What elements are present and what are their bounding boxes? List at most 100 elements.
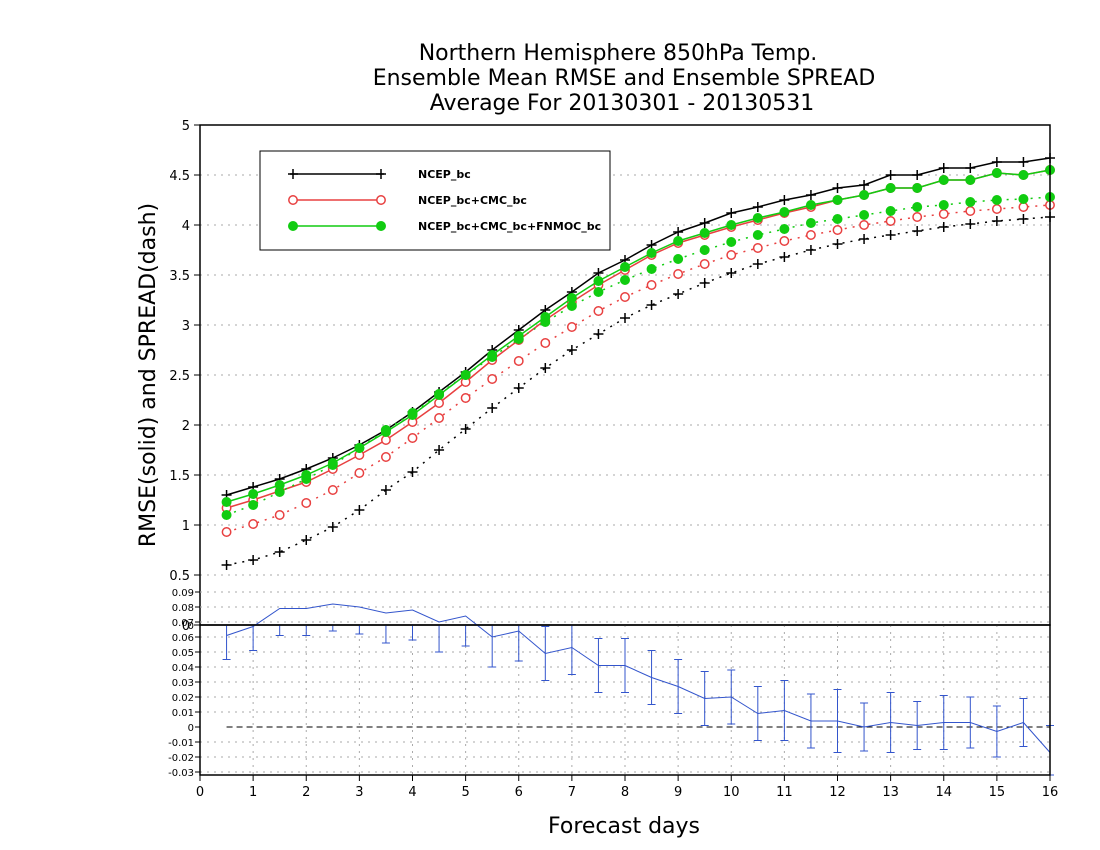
series-0-rmse-point-26 [912, 170, 923, 180]
x-tick-label-14: 14 [935, 785, 952, 800]
series-2-rmse-point-25 [885, 183, 896, 193]
series-2-spread-point-30 [1018, 194, 1029, 204]
y-tick-label-5: 2.5 [169, 369, 190, 384]
x-tick-label-1: 1 [249, 785, 257, 800]
series-0-rmse-point-30 [1018, 157, 1029, 167]
series-1-spread-point-27 [938, 209, 949, 219]
diff-errorbar-23 [833, 689, 842, 753]
series-2-rmse-point-28 [965, 175, 976, 185]
y-tick-label-6: 3 [182, 319, 190, 334]
series-2-spread-point-17 [673, 254, 684, 264]
legend-marker-right-1 [376, 195, 386, 205]
series-0-spread-point-29 [991, 216, 1002, 226]
diff-errorbar-11 [514, 624, 523, 662]
series-2-rmse-point-29 [991, 168, 1002, 178]
series-0-rmse-point-17 [673, 227, 684, 237]
series-1-spread-point-20 [752, 243, 763, 253]
series-1-spread-point-22 [805, 230, 816, 240]
series-2-rmse-point-7 [407, 410, 418, 420]
diff-errorbar-16 [647, 650, 656, 705]
series-2-rmse-point-13 [566, 293, 577, 303]
diff-errorbar-18 [700, 671, 709, 726]
series-1-spread-point-16 [646, 280, 657, 290]
series-2-rmse-point-20 [752, 213, 763, 223]
series-0-spread-point-3 [301, 535, 312, 545]
series-1-rmse-point-6 [380, 435, 391, 445]
series-2-rmse-point-11 [513, 331, 524, 341]
series-1-spread-point-12 [540, 338, 551, 348]
x-tick-label-2: 2 [302, 785, 310, 800]
series-1-spread-point-23 [832, 225, 843, 235]
difference-y-ticks: 0.09 0.08 0.07 0.06 0.05 0.04 0.03 0.02 0.01 0 -0.… [168, 588, 200, 779]
y-tick-label-7: 3.5 [169, 269, 190, 284]
series-0-spread-point-7 [407, 467, 418, 477]
diff-errorbar-1 [249, 624, 258, 651]
diff-errorbar-30 [1019, 698, 1028, 747]
series-0-rmse-point-23 [832, 183, 843, 193]
y-tick-label-3: 1.5 [169, 469, 190, 484]
x-tick-label-8: 8 [621, 785, 629, 800]
series-1-spread-point-28 [965, 206, 976, 216]
series-2-rmse-point-24 [859, 190, 870, 200]
series-0-spread-point-26 [912, 226, 923, 236]
series-2-rmse-point-3 [301, 470, 312, 480]
series-0-rmse-point-28 [965, 163, 976, 173]
diff-errorbar-6 [381, 624, 390, 644]
series-2-spread-point-16 [646, 264, 657, 274]
legend-label-0: NCEP_bc [418, 168, 471, 181]
difference-gridlines [200, 591, 1050, 775]
series-2-rmse-point-17 [673, 236, 684, 246]
series-1-spread-point-1 [248, 519, 259, 529]
diff-errorbar-10 [488, 624, 497, 668]
series-0-spread-point-12 [540, 363, 551, 373]
legend-marker-right-0 [376, 169, 386, 179]
series-1-spread-point-26 [912, 212, 923, 222]
diff-errorbar-2 [275, 624, 284, 636]
series-2-spread-point-15 [620, 275, 630, 285]
legend-marker-left-2 [288, 221, 298, 231]
diff-y-tick-label-2: 0.07 [172, 618, 194, 629]
series-2-rmse-point-1 [248, 489, 259, 499]
series-0-spread-point-20 [752, 259, 763, 269]
legend-marker-left-0 [288, 169, 298, 179]
series-2-rmse-point-26 [912, 183, 923, 193]
diff-errorbar-20 [753, 686, 762, 741]
series-0-rmse-point-18 [699, 218, 710, 228]
series-2-rmse-point-18 [699, 228, 710, 238]
diff-y-tick-label-9: 0 [188, 723, 194, 734]
series-2-rmse-point-16 [646, 248, 657, 258]
series-0-rmse-point-21 [779, 195, 790, 205]
diff-errorbar-25 [886, 692, 895, 753]
series-2-spread-point-24 [859, 210, 870, 220]
series-0-spread-point-16 [646, 300, 657, 310]
series-1-spread-point-6 [380, 452, 391, 462]
x-tick-label-9: 9 [674, 785, 682, 800]
series-2-spread-point-14 [593, 287, 604, 297]
diff-errorbar-12 [541, 626, 550, 681]
series-1-rmse-point-8 [434, 398, 445, 408]
series-1-spread-point-8 [434, 413, 445, 423]
series-2-rmse-point-19 [726, 220, 737, 230]
y-tick-label-1: 0.5 [169, 569, 190, 584]
x-axis-label: Forecast days [548, 814, 700, 839]
x-tick-label-7: 7 [568, 785, 576, 800]
series-0-spread-point-28 [965, 219, 976, 229]
diff-errorbar-8 [435, 624, 444, 653]
series-0-rmse-point-22 [805, 190, 816, 200]
diff-y-tick-label-0: 0.09 [172, 588, 194, 599]
x-tick-label-0: 0 [196, 785, 204, 800]
series-0-rmse-point-19 [726, 208, 737, 218]
series-2-rmse-point-12 [540, 312, 551, 322]
diff-errorbar-9 [461, 624, 470, 647]
series-0-spread-point-8 [434, 445, 445, 455]
series-2-rmse-point-8 [434, 390, 445, 400]
series-1-spread-point-18 [699, 259, 710, 269]
series-2-rmse-point-27 [938, 175, 949, 185]
diff-y-tick-label-1: 0.08 [172, 603, 194, 614]
diff-line [226, 603, 1051, 753]
series-0-spread-point-11 [513, 383, 524, 393]
series-1-spread-point-4 [327, 485, 338, 495]
series-1-spread-point-25 [885, 216, 896, 226]
series-1-spread-point-14 [593, 306, 604, 316]
